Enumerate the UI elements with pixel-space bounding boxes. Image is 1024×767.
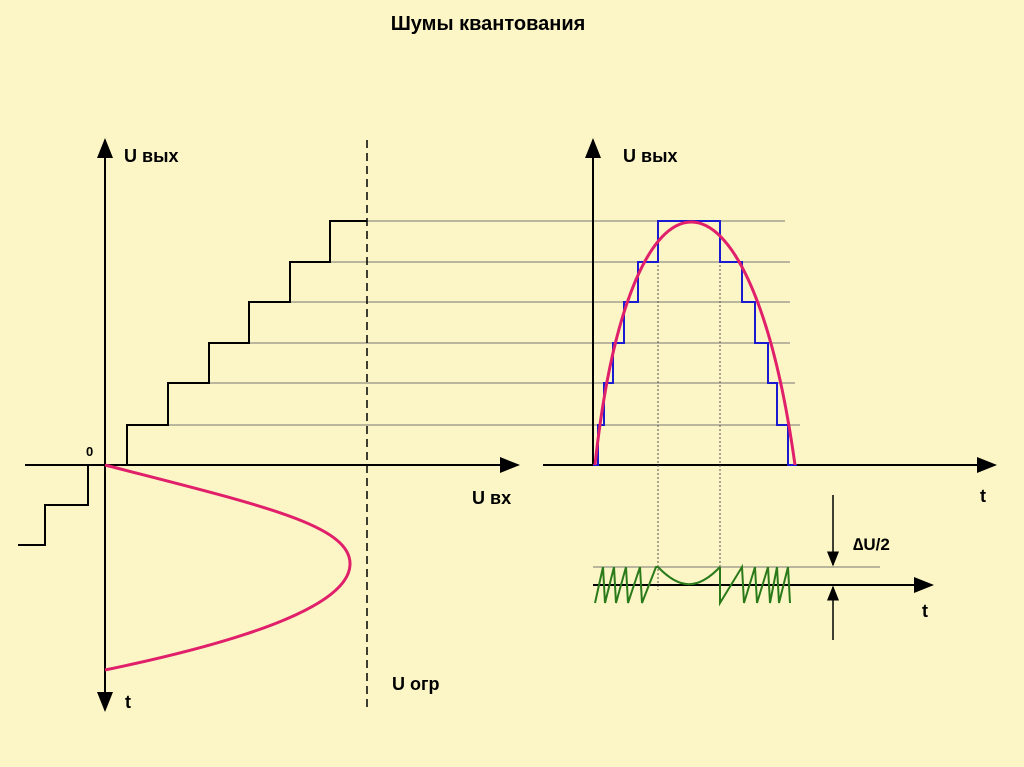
t-label: t [125,692,131,712]
signal [593,220,797,466]
projection-lines [657,221,721,590]
title: Шумы квантования [391,13,586,35]
t-label: t [980,486,986,506]
noise-peak [657,566,721,586]
distribution-curve [104,463,352,672]
limit-label: U огр [392,674,440,694]
x-label: U вх [472,488,511,508]
delta-label: ∆U/2 [853,535,890,554]
right-panel: U вых t [543,138,997,590]
level-lines [168,220,800,426]
y-label: U вых [124,146,178,166]
noise-panel: ∆U/2 t [593,495,934,640]
quantization-noise [594,566,658,604]
t-label: t [922,601,928,621]
staircase [18,220,367,546]
quantization-noise [719,563,791,607]
y-label: U вых [623,146,677,166]
left-panel: U вых 0 U вх U огр t [18,138,800,712]
origin-label: 0 [86,444,93,459]
